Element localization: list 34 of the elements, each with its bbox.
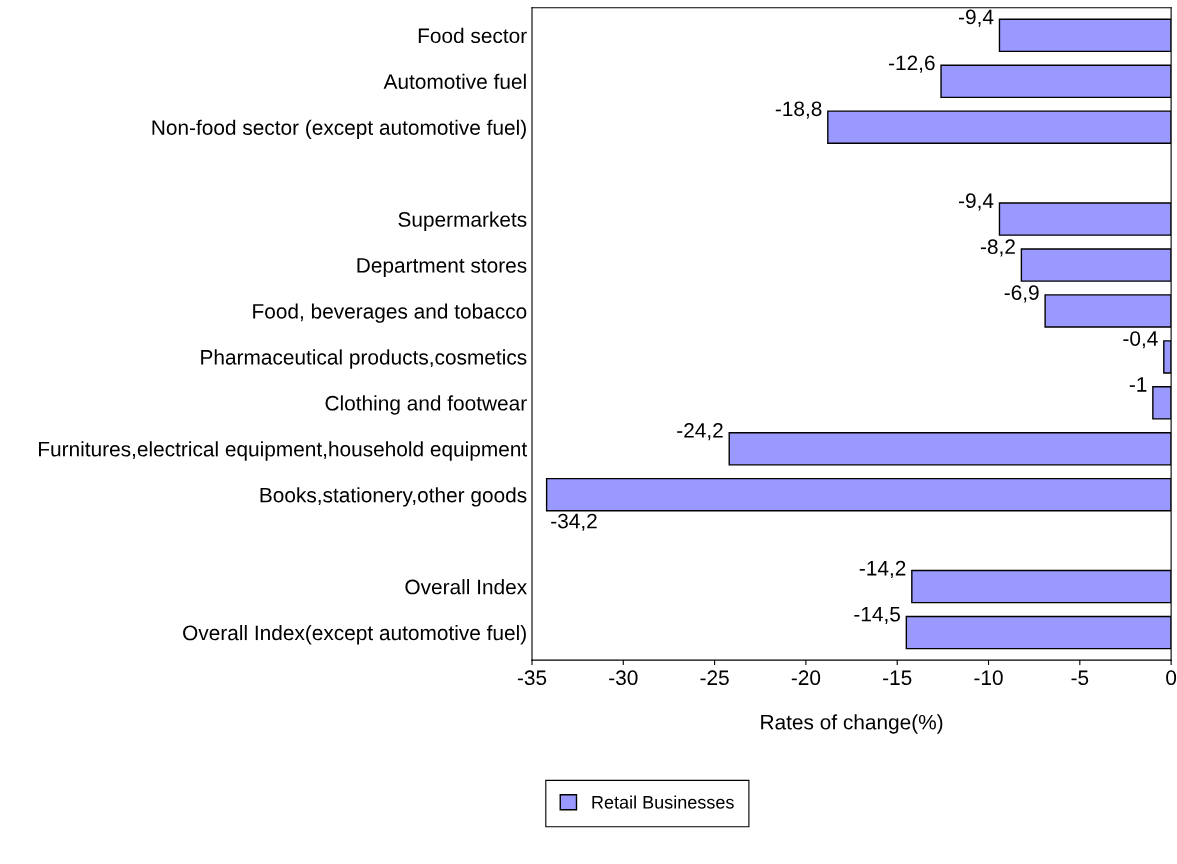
- y-tick-label: Food, beverages and tobacco: [253, 303, 527, 323]
- y-tick-label: Supermarkets: [398, 211, 527, 231]
- x-tick-label: -5: [1071, 670, 1089, 686]
- legend-label: Retail Businesses: [592, 795, 734, 809]
- y-tick-label: Furnitures,electrical equipment,household equipment: [39, 441, 528, 461]
- data-label: -34,2: [551, 513, 597, 531]
- y-tick-label: Food sector: [418, 27, 527, 44]
- x-tick-label: -15: [883, 670, 912, 686]
- data-label: -8,2: [980, 239, 1015, 257]
- data-label: -18,8: [775, 101, 822, 119]
- y-tick-label: Clothing and footwear: [325, 395, 527, 415]
- data-label: -9,4: [959, 9, 994, 27]
- data-label: -14,2: [859, 560, 906, 579]
- data-label: -9,4: [959, 193, 994, 211]
- x-tick-label: -20: [791, 670, 821, 686]
- data-label: -12,6: [889, 55, 935, 73]
- x-tick-label: -10: [974, 670, 1003, 686]
- y-tick-label: Overall Index: [405, 579, 527, 595]
- x-axis-title: Rates of change(%): [761, 714, 943, 734]
- y-tick-label: Overall Index(except automotive fuel): [183, 624, 526, 645]
- x-tick-label: 0: [1166, 670, 1177, 686]
- y-tick-label: Non-food sector (except automotive fuel): [152, 119, 526, 140]
- data-label: -24,2: [677, 423, 723, 441]
- x-tick-label: -35: [517, 670, 547, 686]
- y-tick-label: Pharmaceutical products,cosmetics: [201, 349, 527, 369]
- y-tick-label: Books,stationery,other goods: [260, 487, 527, 507]
- x-tick-label: -30: [609, 670, 638, 686]
- data-label: -14,5: [854, 606, 900, 624]
- y-tick-label: Automotive fuel: [383, 73, 526, 90]
- x-tick-label: -25: [700, 670, 729, 686]
- y-tick-label: Department stores: [357, 258, 527, 277]
- data-label: -6,9: [1004, 285, 1039, 303]
- data-label: -0,4: [1123, 331, 1158, 349]
- data-label: -1: [1129, 377, 1147, 392]
